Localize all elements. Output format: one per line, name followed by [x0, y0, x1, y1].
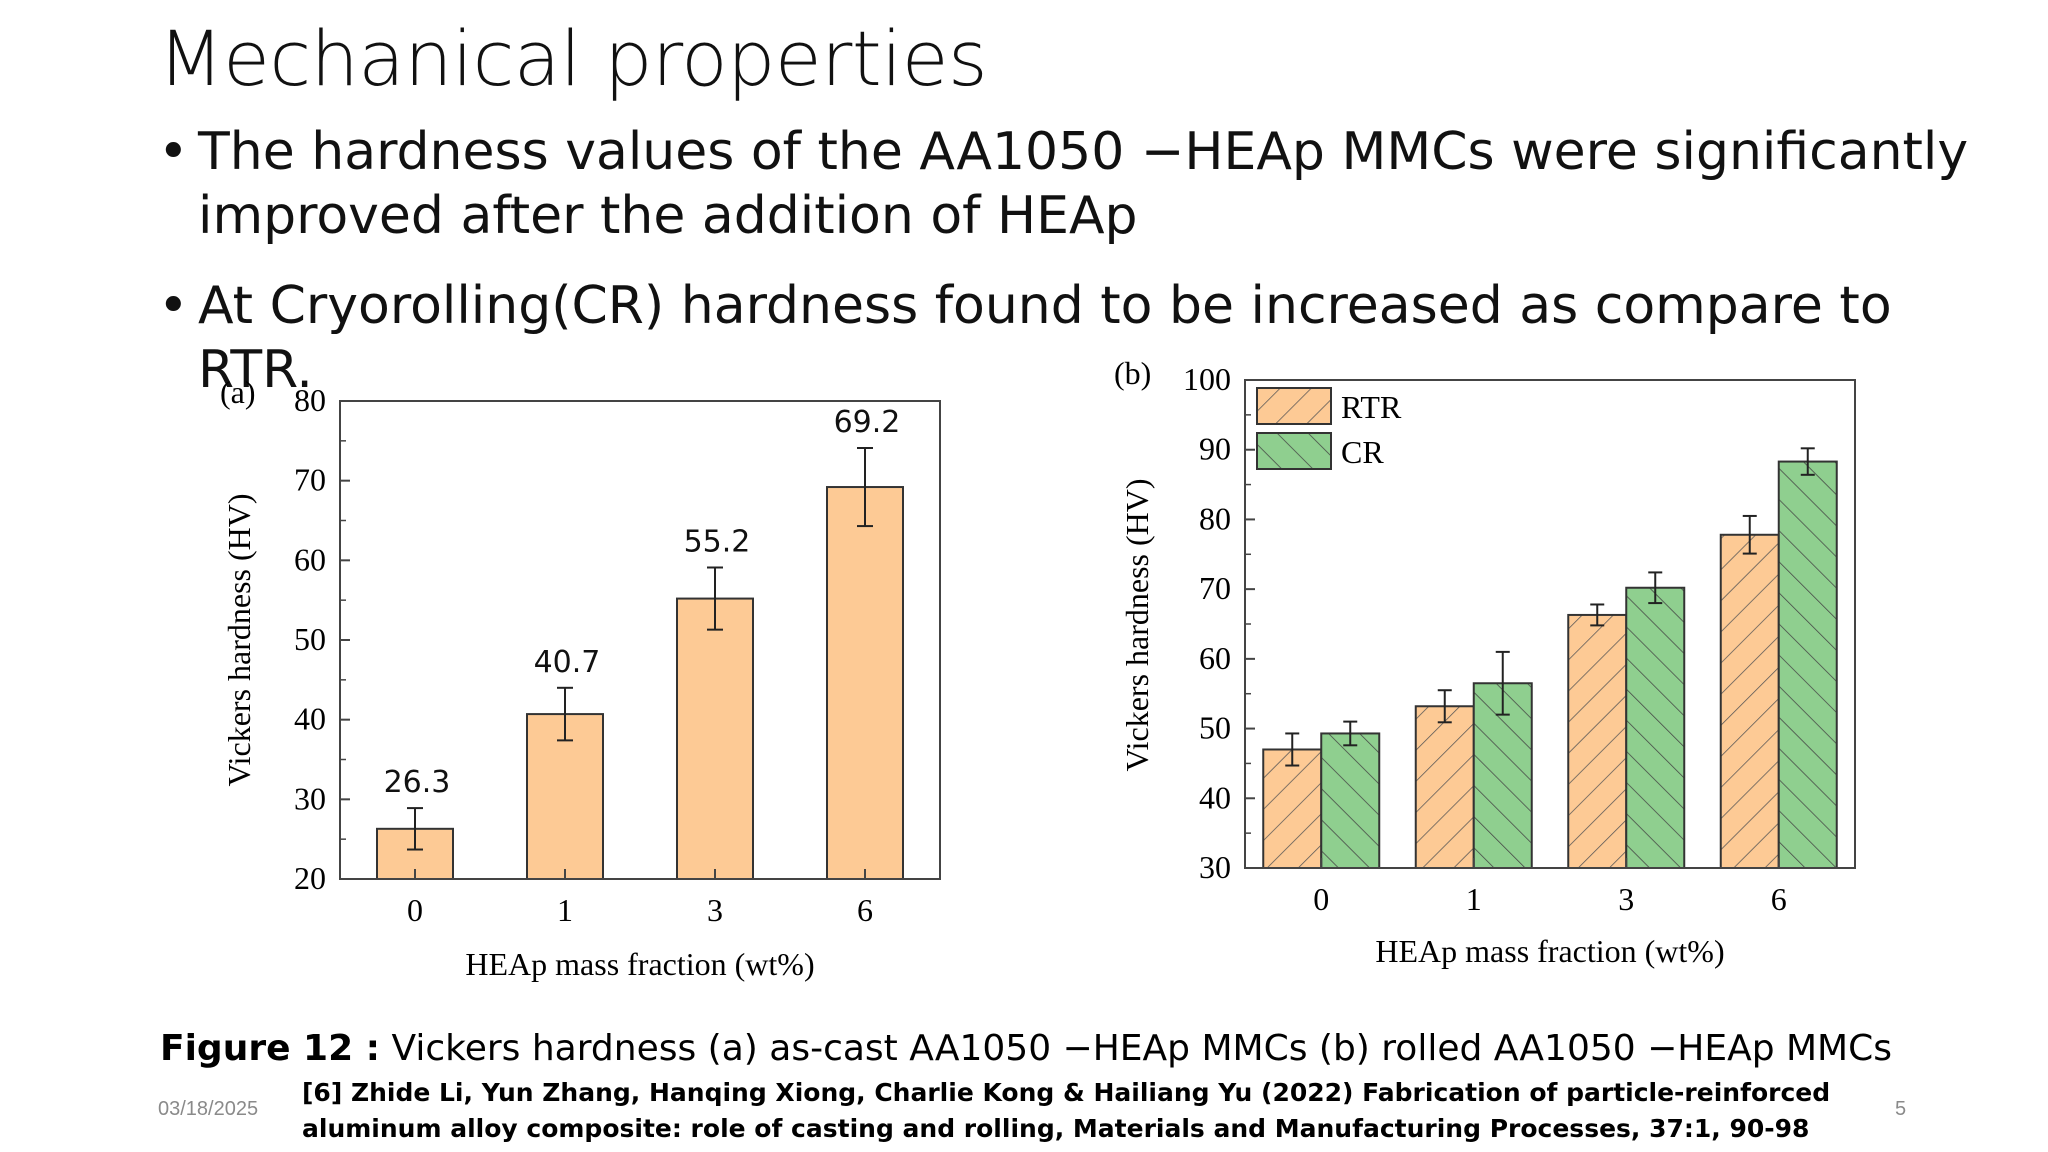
bullet-item: The hardness values of the AA1050 −HEAp … [158, 120, 1998, 248]
data-label: 26.3 [384, 765, 451, 800]
footer-date: 03/18/2025 [158, 1098, 259, 1120]
x-tick-label: 1 [1466, 881, 1482, 917]
bar [826, 486, 904, 880]
reference-citation: [6] Zhide Li, Yun Zhang, Hanqing Xiong, … [302, 1078, 1831, 1143]
y-tick-label: 20 [294, 860, 326, 896]
y-tick-label: 40 [1199, 779, 1231, 815]
y-tick-label: 70 [294, 462, 326, 498]
legend-label-rtr: RTR [1341, 389, 1402, 425]
y-tick-label: 90 [1199, 431, 1231, 467]
plot-frame [1244, 379, 1856, 869]
caption-label: Figure 12 : [160, 1028, 381, 1069]
hardness-chart-b: (b) 30 40 50 60 70 80 90 100 0 1 3 6 RTR CR Vickers… [1114, 355, 1856, 969]
legend-swatch-cr [1256, 432, 1332, 470]
x-tick-label: 0 [1313, 881, 1329, 917]
x-tick-label: 6 [857, 892, 873, 928]
y-axis-label: Vickers hardness (HV) [1119, 478, 1155, 771]
bar-rtr [1262, 748, 1323, 869]
x-axis-label: HEAp mass fraction (wt%) [465, 946, 814, 982]
y-tick-label: 60 [1199, 640, 1231, 676]
y-tick-label: 50 [294, 621, 326, 657]
x-tick-label: 3 [1618, 881, 1634, 917]
data-label: 69.2 [834, 405, 901, 440]
panel-label: (b) [1114, 355, 1151, 391]
y-axis-label: Vickers hardness (HV) [221, 493, 257, 786]
data-label: 55.2 [684, 525, 751, 560]
data-label: 40.7 [534, 645, 601, 680]
y-tick-label: 60 [294, 541, 326, 577]
x-tick-label: 3 [707, 892, 723, 928]
bar [526, 713, 604, 880]
y-tick-label: 30 [1199, 849, 1231, 885]
page-number: 5 [1895, 1098, 1907, 1120]
caption-text: Vickers hardness (a) as-cast AA1050 −HEA… [380, 1028, 1893, 1069]
bar-cr [1320, 732, 1381, 869]
bar-rtr [1719, 533, 1780, 869]
y-tick-label: 40 [294, 701, 326, 737]
plot-frame [339, 400, 941, 880]
bar [676, 597, 754, 880]
bar-cr [1625, 586, 1686, 869]
y-tick-label: 100 [1183, 361, 1231, 397]
panel-label: (a) [220, 374, 256, 410]
legend-swatch-rtr [1256, 387, 1332, 425]
hardness-chart-a: (a) 20 30 40 50 60 70 80 26.3 40.7 55.2 69.2 0 1 3 6… [220, 374, 941, 982]
x-tick-label: 6 [1771, 881, 1787, 917]
x-axis-label: HEAp mass fraction (wt%) [1375, 933, 1724, 969]
x-tick-label: 0 [407, 892, 423, 928]
y-tick-label: 50 [1199, 710, 1231, 746]
y-tick-label: 80 [1199, 500, 1231, 536]
slide-title: Mechanical properties [158, 14, 988, 103]
figure-caption: Figure 12 : Vickers hardness (a) as-cast… [160, 1028, 1892, 1069]
bar-rtr [1414, 705, 1475, 869]
y-tick-label: 80 [294, 382, 326, 418]
bar-cr [1777, 460, 1838, 870]
bar-rtr [1567, 613, 1628, 869]
bullet-item: At Cryorolling(CR) hardness found to be … [158, 274, 1998, 402]
legend-label-cr: CR [1341, 434, 1384, 470]
y-tick-label: 70 [1199, 570, 1231, 606]
x-tick-label: 1 [557, 892, 573, 928]
bullet-list: The hardness values of the AA1050 −HEAp … [158, 120, 1998, 428]
y-tick-label: 30 [294, 780, 326, 816]
